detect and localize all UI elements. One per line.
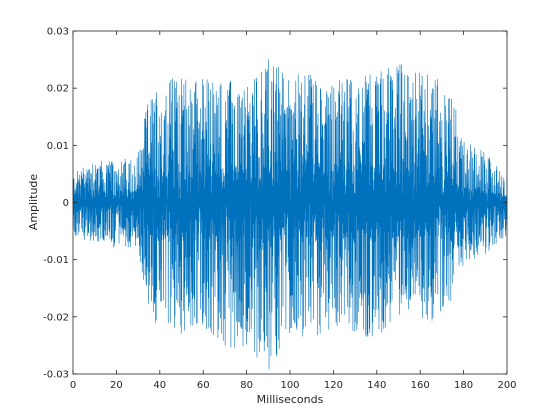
- x-axis-label: Milliseconds: [257, 393, 324, 406]
- signal-series: [72, 59, 508, 370]
- y-tick-label: 0.01: [47, 141, 69, 152]
- x-tick-label: 20: [110, 380, 123, 391]
- x-tick-label: 140: [367, 380, 386, 391]
- x-tick-label: 80: [240, 380, 253, 391]
- y-tick-label: -0.03: [43, 370, 69, 381]
- x-tick-label: 200: [497, 380, 516, 391]
- y-tick-label: 0.02: [47, 84, 69, 95]
- y-tick-label: 0: [63, 198, 69, 209]
- signal-line: [72, 59, 508, 370]
- x-tick-label: 40: [153, 380, 166, 391]
- y-tick-label: -0.02: [43, 312, 69, 323]
- y-tick-label: -0.01: [43, 255, 69, 266]
- x-tick-label: 180: [454, 380, 473, 391]
- y-axis-label: Amplitude: [27, 174, 40, 231]
- y-tick-label: 0.03: [47, 27, 69, 38]
- axis-ticks: 0 20 40 60 80 100 120 140 160 180 200 -0.03 -0.02 -0.…: [43, 27, 516, 392]
- x-tick-label: 120: [324, 380, 343, 391]
- x-tick-label: 60: [197, 380, 210, 391]
- x-tick-label: 100: [280, 380, 299, 391]
- x-tick-label: 0: [70, 380, 76, 391]
- x-tick-label: 160: [411, 380, 430, 391]
